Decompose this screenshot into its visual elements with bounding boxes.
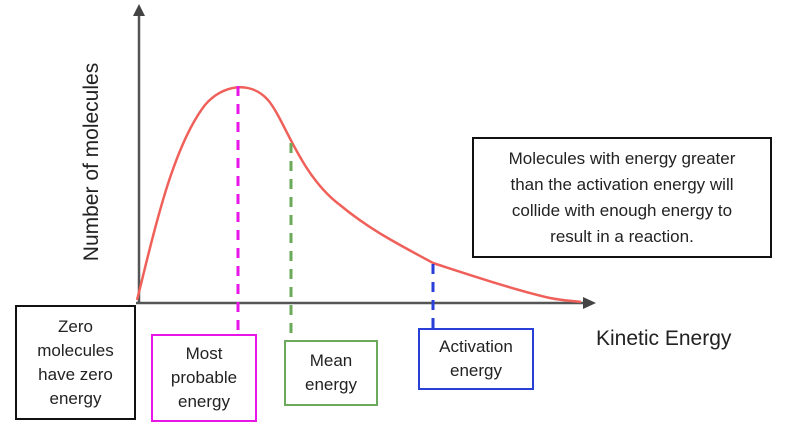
mean-line: Mean bbox=[309, 351, 353, 370]
most-probable-energy-box: Most probable energy bbox=[151, 334, 257, 422]
zero-energy-box: Zero molecules have zero energy bbox=[15, 305, 136, 420]
x-axis-label: Kinetic Energy bbox=[596, 327, 732, 350]
mean-line: energy bbox=[305, 375, 357, 394]
info-line: Molecules with energy greater bbox=[508, 148, 736, 168]
distribution-curve bbox=[135, 86, 582, 304]
zero-box-line: energy bbox=[49, 388, 102, 408]
most-probable-line: probable bbox=[170, 368, 238, 387]
y-axis-label: Number of molecules bbox=[80, 62, 103, 262]
zero-box-line: have zero bbox=[38, 364, 113, 384]
info-line: than the activation energy will bbox=[510, 174, 734, 194]
info-line: result in a reaction. bbox=[550, 226, 694, 246]
y-axis-arrowhead bbox=[133, 4, 145, 16]
activation-line: Activation bbox=[439, 337, 513, 356]
x-axis-arrowhead bbox=[583, 297, 596, 309]
activation-info-box: Molecules with energy greater than the a… bbox=[472, 137, 772, 258]
activation-energy-box: Activation energy bbox=[418, 328, 534, 390]
most-probable-line: Most bbox=[185, 344, 223, 363]
activation-line: energy bbox=[450, 361, 502, 380]
mean-energy-box: Mean energy bbox=[284, 340, 378, 406]
zero-box-line: molecules bbox=[37, 340, 114, 360]
info-line: collide with enough energy to bbox=[511, 200, 733, 220]
zero-box-line: Zero bbox=[58, 316, 93, 336]
most-probable-line: energy bbox=[178, 392, 230, 411]
